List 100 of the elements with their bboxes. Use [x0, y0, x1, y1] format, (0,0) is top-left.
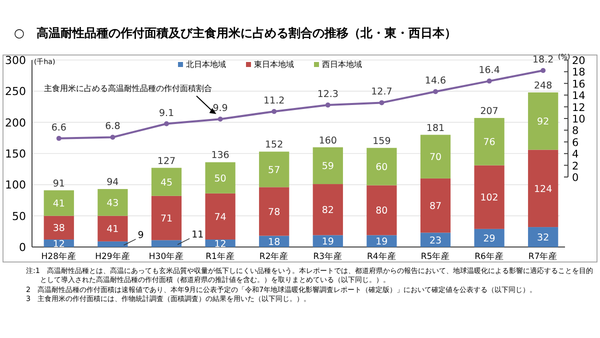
data-label: 12.7 — [371, 86, 392, 98]
y2-tick-label: 20 — [572, 55, 586, 67]
point — [486, 78, 492, 84]
text: 主食用米に占める高温耐性品種の作付面積割合 — [44, 84, 212, 93]
legend-label: 北日本地域 — [186, 60, 226, 69]
x-tick-label: R2年産 — [259, 251, 289, 262]
bar — [151, 168, 182, 196]
total-label: 152 — [265, 140, 284, 151]
data-label: 12.3 — [317, 89, 338, 100]
bar — [44, 216, 74, 240]
data-label: 38 — [52, 223, 65, 234]
data-label: 9.9 — [212, 103, 228, 114]
point — [433, 89, 438, 94]
data-label: 43 — [106, 198, 119, 209]
total-label: 136 — [211, 150, 230, 162]
bar — [151, 196, 182, 240]
y2-tick-label: 10 — [572, 114, 586, 126]
total-label: 248 — [534, 80, 552, 92]
data-label: 12 — [52, 238, 65, 250]
data-label: 92 — [537, 116, 550, 128]
chart-title: ○ 高温耐性品種の作付面積及び主食用米に占める割合の推移（北・東・西日本） — [14, 25, 456, 42]
data-label: 19 — [322, 236, 334, 248]
data-label: 124 — [534, 184, 552, 195]
data-label: 12 — [214, 238, 226, 250]
data-label: 16.4 — [478, 65, 500, 76]
total-label: 207 — [480, 106, 498, 117]
x-tick-label: R7年産 — [528, 251, 558, 262]
bar — [98, 189, 128, 216]
data-label: 11 — [192, 230, 204, 241]
point — [379, 100, 384, 106]
x-tick-label: R6年産 — [474, 251, 504, 262]
legend-label: 西日本地域 — [322, 60, 362, 69]
data-label: 6.8 — [105, 121, 120, 132]
y2-tick-label: 16 — [572, 78, 586, 90]
data-label: 23 — [429, 235, 442, 246]
data-label: 60 — [376, 162, 388, 174]
y2-tick-label: 6 — [572, 136, 579, 149]
data-label: 18.2 — [532, 54, 554, 66]
data-label: 45 — [160, 177, 173, 188]
data-label: 18 — [268, 236, 280, 248]
bar — [259, 187, 290, 236]
bar — [151, 240, 182, 247]
bar — [474, 228, 504, 247]
data-label: 71 — [160, 214, 173, 225]
y2-tick-label: 0 — [572, 172, 579, 184]
bar — [474, 118, 504, 166]
data-label: 70 — [429, 152, 442, 164]
bar — [312, 184, 343, 236]
y2-tick-label: 14 — [572, 90, 586, 102]
total-label: 181 — [426, 122, 445, 134]
point — [540, 68, 546, 74]
point — [272, 108, 277, 114]
bar — [312, 147, 343, 184]
y-tick-label: 200 — [5, 116, 26, 130]
point — [164, 121, 169, 126]
data-label: 14.6 — [424, 76, 446, 87]
y2-tick-label: 8 — [572, 125, 579, 138]
total-label: 127 — [157, 156, 176, 167]
data-label: 6.6 — [51, 122, 66, 134]
bar — [528, 150, 558, 228]
data-label: 76 — [483, 137, 496, 148]
bar — [98, 241, 128, 247]
bar — [420, 134, 451, 178]
bar — [98, 216, 128, 242]
bar — [259, 152, 290, 188]
bar — [474, 165, 504, 229]
bar — [528, 227, 558, 247]
point — [218, 116, 223, 122]
point — [325, 102, 330, 108]
bar — [366, 185, 397, 236]
x-tick-label: H30年産 — [148, 251, 184, 262]
point — [56, 136, 62, 141]
y2-tick-label: 2 — [572, 160, 579, 172]
bar — [420, 178, 451, 233]
point — [110, 134, 116, 140]
bar — [366, 148, 397, 186]
x-tick-label: R5年産 — [420, 251, 450, 262]
data-label: 32 — [537, 232, 550, 244]
total-label: 94 — [106, 177, 119, 188]
data-label: 102 — [480, 192, 498, 204]
bar — [366, 235, 397, 247]
data-label: 59 — [322, 161, 334, 172]
data-label: 50 — [214, 173, 226, 184]
data-label: 78 — [268, 206, 280, 218]
data-label: 41 — [106, 224, 119, 236]
total-label: 159 — [372, 136, 391, 147]
x-tick-label: H29年産 — [95, 251, 130, 262]
data-label: 29 — [483, 233, 496, 244]
y2-tick-label: 4 — [572, 148, 579, 161]
data-label: 82 — [322, 205, 334, 216]
data-label: 19 — [376, 236, 388, 248]
bar — [44, 190, 74, 216]
x-tick-label: R4年産 — [367, 251, 396, 262]
y-tick-label: 100 — [5, 178, 26, 192]
data-label: 57 — [268, 164, 280, 176]
y2-tick-label: 12 — [572, 102, 586, 114]
data-label: 80 — [376, 206, 388, 217]
bar — [420, 232, 451, 247]
y-tick-label: 50 — [12, 210, 26, 223]
y-tick-label: 250 — [5, 85, 26, 98]
